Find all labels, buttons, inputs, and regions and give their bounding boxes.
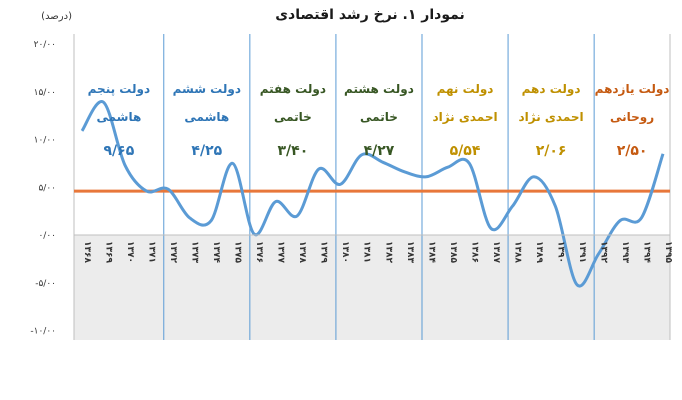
x-tick-label: ۱۳۶۸ [82,241,92,263]
period-average: ۲/۰۶ [536,143,567,159]
period-name: دولت پنجم [88,82,150,97]
period-president: خاتمی [360,110,398,124]
period-label-group: دولت دهم احمدی نژاد ۲/۰۶ [519,82,584,159]
x-tick-label: ۱۳۷۰ [125,241,135,263]
x-tick-label: ۱۳۹۵ [663,241,673,263]
period-name: دولت یازدهم [595,82,670,97]
y-tick-label: ۱۵/۰۰ [34,88,56,98]
x-tick-label: ۱۳۸۷ [491,241,501,263]
x-tick-label: ۱۳۸۵ [448,241,458,263]
x-tick-label: ۱۳۷۱ [147,241,157,263]
y-tick-label: ۰/۰۰ [38,231,56,241]
period-average: ۴/۲۵ [191,143,222,159]
period-average: ۳/۴۰ [278,143,309,159]
period-average: ۵/۵۴ [450,143,481,159]
x-tick-label: ۱۳۹۱ [577,241,587,263]
x-tick-label: ۱۳۹۰ [555,241,565,263]
period-name: دولت دهم [522,82,581,97]
y-tick-label: -۱۰/۰۰ [30,327,56,337]
period-president: روحانی [610,110,654,125]
y-tick-label: ۵/۰۰ [38,183,56,193]
period-president: هاشمی [96,110,141,124]
unit-label: (درصد) [41,11,72,22]
period-name: دولت هشتم [344,82,414,97]
period-average: ۴/۲۷ [364,143,395,159]
x-tick-label: ۱۳۷۲ [168,241,178,263]
period-label-group: دولت هشتم خاتمی ۴/۲۷ [344,82,414,159]
period-label-group: دولت نهم احمدی نژاد ۵/۵۴ [432,82,497,159]
x-tick-label: ۱۳۹۴ [641,241,651,263]
x-tick-label: ۱۳۷۷ [276,241,286,263]
period-average: ۹/۶۵ [104,143,135,159]
x-tick-label: ۱۳۶۹ [104,241,114,263]
y-tick-label: ۱۰/۰۰ [34,136,56,146]
y-axis: ۲۰/۰۰ ۱۵/۰۰ ۱۰/۰۰ ۵/۰۰ ۰/۰۰ -۵/۰۰ -۱۰/۰۰ [30,40,56,337]
x-tick-label: ۱۳۷۳ [190,241,200,263]
period-name: دولت هفتم [260,82,326,97]
period-president: احمدی نژاد [432,110,497,124]
period-label-group: دولت پنجم هاشمی ۹/۶۵ [88,82,150,159]
y-tick-label: -۵/۰۰ [35,279,56,289]
x-tick-label: ۱۳۸۹ [534,241,544,263]
x-tick-label: ۱۳۹۳ [620,241,630,263]
x-tick-label: ۱۳۸۲ [383,241,393,263]
chart-title: نمودار ۱. نرخ رشد اقتصادی [275,7,465,23]
period-president: هاشمی [184,110,229,124]
period-label-group: دولت یازدهم روحانی ۲/۵۰ [595,82,670,159]
x-tick-label: ۱۳۷۶ [254,241,264,263]
period-name: دولت ششم [173,82,241,97]
negative-band-layer [73,34,671,340]
period-label-group: دولت هفتم خاتمی ۳/۴۰ [260,82,326,159]
period-name: دولت نهم [437,82,494,97]
x-tick-label: ۱۳۸۰ [340,241,350,263]
growth-series [80,100,665,288]
period-average: ۲/۵۰ [617,143,648,159]
x-tick-label: ۱۳۷۹ [319,241,329,263]
x-tick-label: ۱۳۸۱ [362,241,372,263]
x-tick-label: ۱۳۸۸ [512,241,522,263]
x-tick-label: ۱۳۹۲ [598,241,608,263]
x-axis: ۱۳۶۸ ۱۳۶۹ ۱۳۷۰ ۱۳۷۱ ۱۳۷۲ ۱۳۷۳ ۱۳۷۴ ۱۳۷۵ ۱۳۷۶ ۱۳۷۷… [74,234,673,263]
growth-line [80,100,665,288]
period-label-group: دولت ششم هاشمی ۴/۲۵ [173,82,241,159]
x-tick-label: ۱۳۸۴ [426,241,436,263]
period-president: احمدی نژاد [519,110,584,124]
x-tick-label: ۱۳۷۴ [211,241,221,263]
x-tick-label: ۱۳۸۶ [469,241,479,263]
x-tick-label: ۱۳۸۳ [405,241,415,263]
x-tick-label: ۱۳۷۵ [233,241,243,263]
x-tick-label: ۱۳۷۸ [297,241,307,263]
y-tick-label: ۲۰/۰۰ [34,40,56,50]
negative-region [74,235,670,340]
period-president: خاتمی [274,110,312,124]
